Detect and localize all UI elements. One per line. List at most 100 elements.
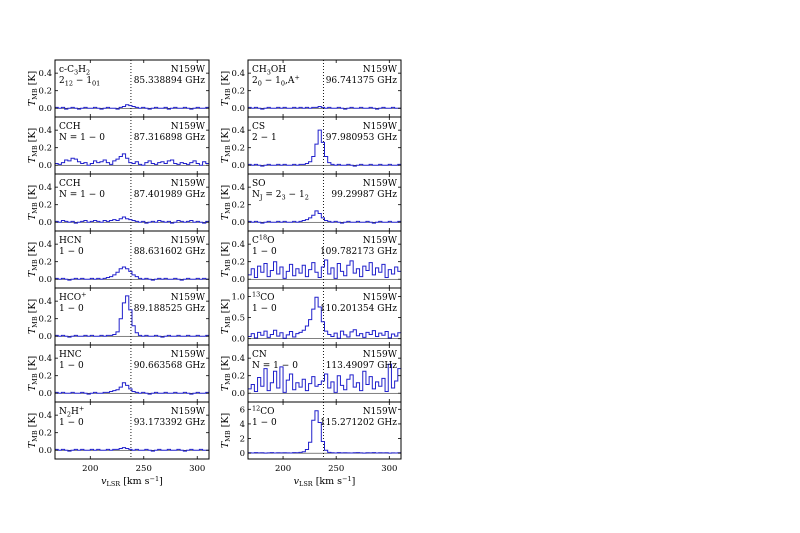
y-tick-label: 0.0 bbox=[38, 332, 52, 342]
source-label: N159W bbox=[171, 407, 206, 417]
y-tick-label: 0.4 bbox=[231, 69, 245, 79]
source-label: N159W bbox=[363, 293, 398, 303]
x-tick-label: 200 bbox=[82, 464, 98, 474]
y-tick-label: 0.2 bbox=[38, 201, 52, 211]
y-tick-label: 0.4 bbox=[38, 411, 52, 421]
molecule-label: SO bbox=[252, 179, 266, 189]
y-tick-label: 0.2 bbox=[231, 372, 245, 382]
molecule-label: N2H+ bbox=[59, 405, 84, 419]
molecule-label: CN bbox=[252, 350, 267, 360]
molecule-label: c-C3H2 bbox=[59, 65, 90, 77]
y-axis-label: TMB [K] bbox=[27, 356, 39, 391]
panel-frame bbox=[247, 401, 402, 460]
spectrum-line-hnc bbox=[55, 382, 209, 395]
y-tick-label: 0.4 bbox=[38, 240, 52, 250]
y-axis-label: TMB [K] bbox=[220, 185, 232, 220]
y-tick-label: 0.0 bbox=[231, 104, 245, 114]
source-label: N159W bbox=[171, 293, 206, 303]
transition-label: 212 − 101 bbox=[59, 76, 100, 88]
x-axis-label: vLSR [km s−1] bbox=[294, 475, 356, 488]
x-tick-label: 250 bbox=[328, 464, 344, 474]
y-tick-label: 0.2 bbox=[38, 258, 52, 268]
spectrum-line-c3h2 bbox=[55, 104, 209, 110]
x-tick-label: 300 bbox=[381, 464, 397, 474]
source-label: N159W bbox=[171, 179, 206, 189]
y-tick-label: 0.0 bbox=[231, 389, 245, 399]
y-tick-label: 0.2 bbox=[231, 201, 245, 211]
y-tick-label: 0.4 bbox=[38, 183, 52, 193]
frequency-label: 87.401989 GHz bbox=[134, 190, 206, 200]
source-label: N159W bbox=[171, 122, 206, 132]
transition-label: 1 − 0 bbox=[252, 304, 277, 314]
spectrum-line-12co bbox=[248, 410, 401, 454]
y-tick-label: 0.0 bbox=[38, 218, 52, 228]
y-axis-label: TMB [K] bbox=[220, 299, 232, 334]
spectrum-line-c18o bbox=[248, 259, 401, 279]
y-tick-label: 2 bbox=[240, 435, 245, 445]
y-tick-label: 6 bbox=[240, 405, 245, 415]
spectrum-line-13co bbox=[248, 296, 401, 339]
molecule-label: HCO+ bbox=[59, 291, 87, 304]
molecule-label: CCH bbox=[59, 179, 81, 189]
spectrum-line-cch1 bbox=[55, 153, 209, 166]
y-tick-label: 0.0 bbox=[38, 446, 52, 456]
y-tick-label: 0.0 bbox=[231, 335, 245, 345]
spectrum-line-cs bbox=[248, 129, 401, 167]
y-tick-label: 0.4 bbox=[38, 126, 52, 136]
frequency-label: 99.29987 GHz bbox=[331, 190, 397, 200]
y-tick-label: 1.0 bbox=[231, 292, 245, 302]
frequency-label: 93.173392 GHz bbox=[134, 418, 206, 428]
frequency-label: 115.271202 GHz bbox=[320, 418, 397, 428]
frequency-label: 87.316898 GHz bbox=[134, 133, 206, 143]
frequency-label: 96.741375 GHz bbox=[326, 76, 398, 86]
y-axis-label: TMB [K] bbox=[27, 413, 39, 448]
molecule-label: HCN bbox=[59, 236, 82, 246]
molecule-label: HNC bbox=[59, 350, 82, 360]
transition-label: 2 − 1 bbox=[252, 133, 277, 143]
y-tick-label: 0.2 bbox=[38, 315, 52, 325]
y-tick-label: 0.4 bbox=[231, 126, 245, 136]
y-axis-label: TMB [K] bbox=[27, 242, 39, 277]
y-tick-label: 0.2 bbox=[38, 429, 52, 439]
spectrum-line-cch2 bbox=[55, 216, 209, 224]
transition-label: N = 1 − 0 bbox=[59, 190, 105, 200]
y-tick-label: 4 bbox=[240, 420, 245, 430]
panel-frame bbox=[54, 401, 210, 460]
frequency-label: 89.188525 GHz bbox=[134, 304, 206, 314]
source-label: N159W bbox=[363, 122, 398, 132]
spectrum-line-n2hp bbox=[55, 447, 209, 452]
frequency-label: 90.663568 GHz bbox=[134, 361, 206, 371]
frequency-label: 85.338894 GHz bbox=[134, 76, 206, 86]
y-tick-label: 0.0 bbox=[38, 161, 52, 171]
y-tick-label: 0.0 bbox=[38, 275, 52, 285]
x-tick-label: 250 bbox=[136, 464, 152, 474]
molecule-label: 12CO bbox=[252, 405, 275, 418]
molecule-label: CS bbox=[252, 122, 265, 132]
molecule-label: 13CO bbox=[252, 291, 275, 304]
y-tick-label: 0.4 bbox=[38, 69, 52, 79]
y-tick-label: 0.2 bbox=[38, 372, 52, 382]
y-tick-label: 0.0 bbox=[38, 104, 52, 114]
y-tick-label: 0.2 bbox=[231, 258, 245, 268]
frequency-label: 109.782173 GHz bbox=[320, 247, 397, 257]
y-axis-label: TMB [K] bbox=[27, 185, 39, 220]
molecule-label: CCH bbox=[59, 122, 81, 132]
spectrum-line-cn bbox=[248, 363, 401, 393]
y-axis-label: TMB [K] bbox=[220, 413, 232, 448]
x-axis-label: vLSR [km s−1] bbox=[101, 475, 163, 488]
spectrum-line-hcn bbox=[55, 266, 209, 281]
x-tick-label: 200 bbox=[275, 464, 291, 474]
molecule-label: C18O bbox=[252, 234, 275, 247]
y-tick-label: 0.5 bbox=[231, 314, 245, 324]
transition-label: N = 1 − 0 bbox=[252, 361, 298, 371]
transition-label: 1 − 0 bbox=[252, 247, 277, 257]
y-tick-label: 0.0 bbox=[231, 218, 245, 228]
y-tick-label: 0.2 bbox=[231, 87, 245, 97]
